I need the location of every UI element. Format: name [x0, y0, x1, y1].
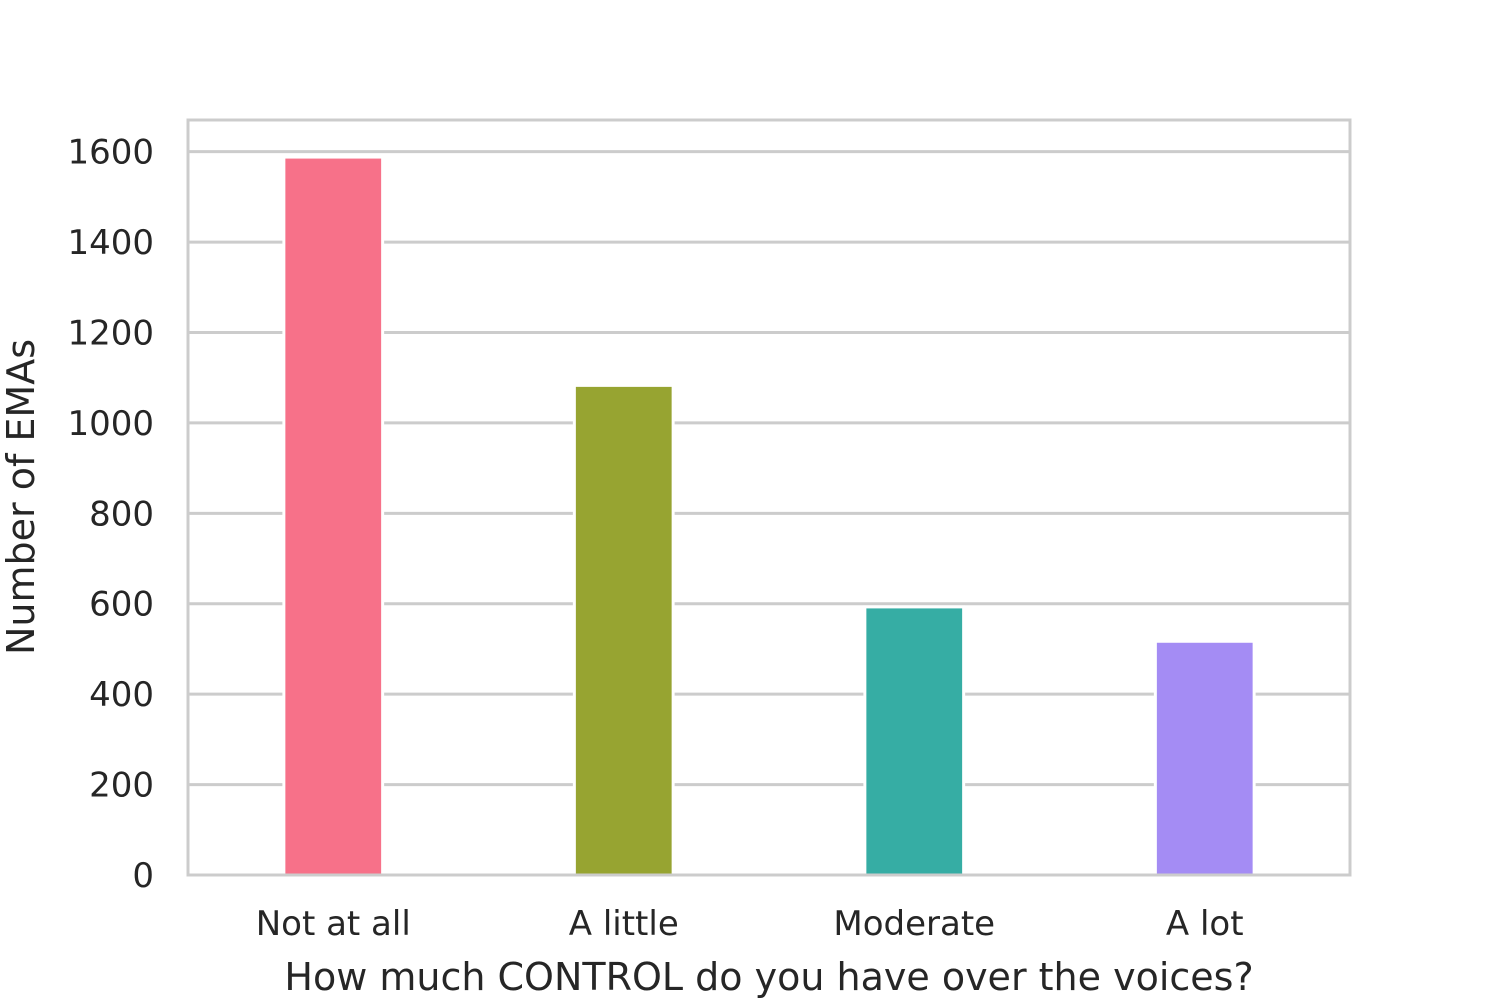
x-tick-label: A lot	[1166, 904, 1244, 944]
x-tick-label: A little	[569, 904, 679, 944]
y-tick-label: 1000	[67, 404, 154, 444]
bar-moderate	[863, 605, 966, 877]
y-tick-label: 800	[89, 494, 154, 534]
y-tick-label: 1200	[67, 313, 154, 353]
y-tick-label: 1400	[67, 223, 154, 263]
y-tick-labels: 0 200 400 600 800 1000 1200 1400 1600	[67, 133, 154, 896]
x-tick-label: Not at all	[256, 904, 411, 944]
y-tick-label: 1600	[67, 133, 154, 173]
y-tick-label: 400	[89, 675, 154, 715]
y-axis-label: Number of EMAs	[0, 339, 43, 655]
bar-not-at-all	[282, 155, 385, 877]
y-tick-label: 0	[132, 856, 154, 896]
y-tick-label: 200	[89, 766, 154, 806]
bars	[282, 155, 1256, 877]
bar-a-lot	[1153, 639, 1256, 877]
x-tick-labels: Not at all A little Moderate A lot	[256, 904, 1244, 944]
plot-frame	[186, 118, 1352, 877]
y-tick-label: 600	[89, 585, 154, 625]
bar-a-little	[572, 383, 675, 877]
x-tick-label: Moderate	[833, 904, 995, 944]
x-axis-label: How much CONTROL do you have over the vo…	[284, 955, 1253, 999]
